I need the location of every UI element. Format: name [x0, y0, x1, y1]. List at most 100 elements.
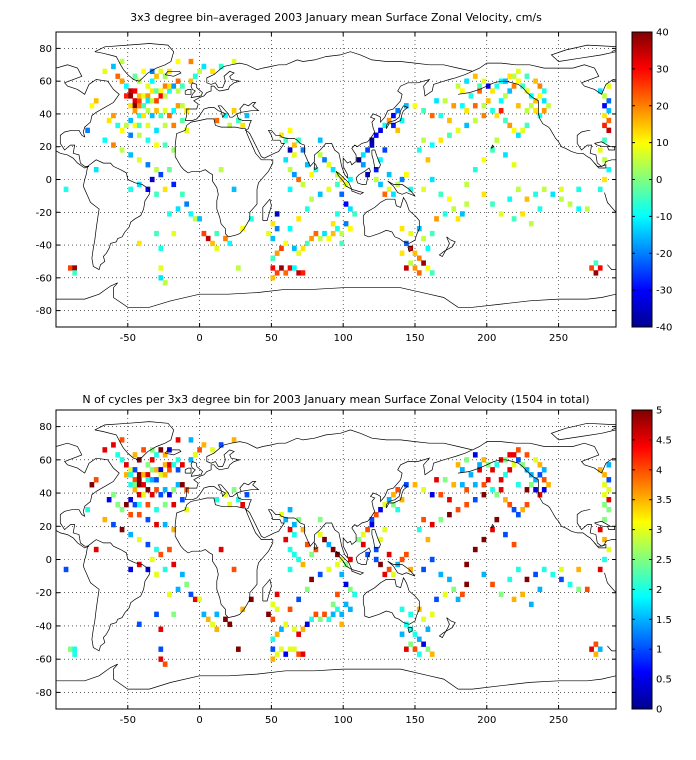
- coastline: [184, 51, 474, 179]
- data-cell: [602, 472, 607, 478]
- data-cell: [141, 482, 146, 488]
- data-cell: [550, 571, 556, 578]
- data-cell: [136, 477, 142, 483]
- data-cell: [180, 497, 185, 503]
- data-cell: [184, 506, 190, 513]
- data-cell: [270, 601, 276, 608]
- colorbar-tick-label: 0: [656, 175, 662, 186]
- data-cell: [576, 206, 582, 212]
- x-tick-label: 50: [265, 715, 278, 726]
- data-cell: [447, 117, 452, 124]
- coastline: [262, 198, 272, 221]
- data-cell: [149, 78, 155, 84]
- data-cell: [111, 63, 116, 70]
- data-cell: [292, 265, 297, 271]
- data-cell: [145, 98, 151, 104]
- data-cell: [533, 98, 538, 104]
- data-cell: [158, 171, 164, 178]
- x-tick-label: 150: [405, 333, 424, 344]
- colorbar-tick-label: 0: [656, 705, 662, 716]
- data-cell: [602, 112, 607, 119]
- data-cell: [322, 230, 327, 237]
- data-cell: [481, 457, 487, 463]
- data-cell: [313, 546, 319, 553]
- data-cell: [167, 462, 172, 468]
- data-cell: [145, 462, 151, 468]
- y-tick-label: -60: [36, 273, 52, 284]
- data-cell: [309, 616, 314, 622]
- data-cell: [365, 171, 370, 178]
- coastline: [355, 547, 371, 565]
- data-cell: [447, 511, 452, 518]
- y-tick-label: 80: [39, 422, 52, 433]
- data-cell: [270, 265, 276, 271]
- data-cell: [438, 516, 444, 523]
- data-cell: [154, 98, 159, 104]
- data-cell: [490, 201, 495, 207]
- y-tick-label: -20: [36, 588, 52, 599]
- data-cell: [382, 191, 388, 197]
- data-cell: [382, 571, 388, 578]
- data-cell: [404, 103, 409, 109]
- data-cell: [124, 122, 129, 129]
- data-cell: [386, 551, 392, 558]
- data-cell: [145, 487, 151, 493]
- data-cell: [468, 472, 474, 478]
- data-cell: [360, 152, 366, 158]
- coastline: [387, 560, 416, 577]
- data-cell: [472, 167, 478, 173]
- data-cell: [287, 566, 293, 573]
- coastline: [335, 550, 353, 571]
- data-cell: [339, 240, 345, 247]
- data-cell: [214, 230, 220, 237]
- data-cell: [128, 93, 134, 99]
- data-cell: [266, 230, 271, 237]
- data-cell: [119, 506, 125, 513]
- data-cell: [145, 122, 151, 129]
- data-cell: [136, 103, 142, 109]
- data-cell: [429, 556, 435, 563]
- coastline: [407, 246, 413, 253]
- data-cell: [162, 472, 168, 478]
- colorbar-tick-label: 3: [656, 525, 662, 536]
- data-cell: [136, 482, 142, 488]
- coastline: [611, 427, 616, 431]
- data-cell: [541, 98, 547, 104]
- data-cell: [287, 127, 293, 133]
- data-cell: [102, 137, 108, 143]
- data-cell: [145, 186, 151, 192]
- bottom-grid: [56, 410, 616, 709]
- data-cell: [365, 526, 370, 533]
- data-cell: [115, 122, 121, 129]
- data-cell: [412, 250, 418, 256]
- data-cell: [145, 162, 151, 168]
- data-cell: [296, 250, 302, 256]
- data-cell: [503, 117, 508, 124]
- data-cell: [343, 601, 349, 608]
- data-cell: [89, 103, 95, 109]
- data-cell: [283, 621, 289, 627]
- data-cell: [154, 230, 159, 237]
- data-cell: [188, 591, 194, 598]
- coastline: [385, 105, 409, 129]
- data-cell: [136, 511, 142, 518]
- data-cell: [481, 571, 487, 578]
- data-cell: [136, 181, 142, 188]
- data-cell: [158, 646, 164, 652]
- data-cell: [494, 492, 500, 498]
- data-cell: [481, 492, 487, 498]
- data-cell: [317, 616, 323, 622]
- y-tick-label: 0: [46, 555, 52, 566]
- data-cell: [214, 626, 220, 632]
- data-cell: [516, 68, 521, 74]
- data-cell: [72, 270, 78, 276]
- data-cell: [296, 137, 302, 143]
- top-grid: [56, 32, 616, 327]
- data-cell: [498, 211, 504, 217]
- colorbar-tick-label: -20: [656, 249, 672, 260]
- data-cell: [606, 477, 612, 483]
- data-cell: [283, 157, 289, 163]
- coastline: [94, 43, 175, 82]
- data-cell: [124, 462, 129, 468]
